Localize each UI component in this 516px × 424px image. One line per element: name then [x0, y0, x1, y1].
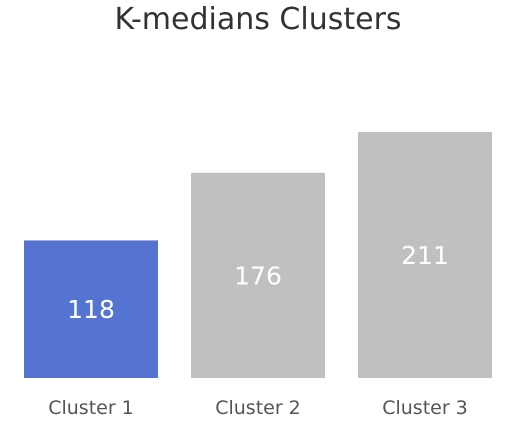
- value-label-1: 118: [67, 295, 115, 324]
- bars-group: [24, 132, 492, 378]
- x-tick-label-1: Cluster 1: [48, 397, 134, 419]
- bar-3: [358, 132, 492, 378]
- tick-labels-group: Cluster 1 Cluster 2 Cluster 3: [48, 397, 468, 419]
- chart-title: K-medians Clusters: [114, 2, 402, 37]
- value-label-2: 176: [234, 261, 282, 290]
- bar-2: [191, 172, 325, 378]
- value-labels-group: 118 176 211: [67, 241, 449, 324]
- bar-1: [24, 240, 158, 378]
- value-label-3: 211: [401, 241, 449, 270]
- x-tick-label-3: Cluster 3: [382, 397, 468, 419]
- x-tick-label-2: Cluster 2: [215, 397, 301, 419]
